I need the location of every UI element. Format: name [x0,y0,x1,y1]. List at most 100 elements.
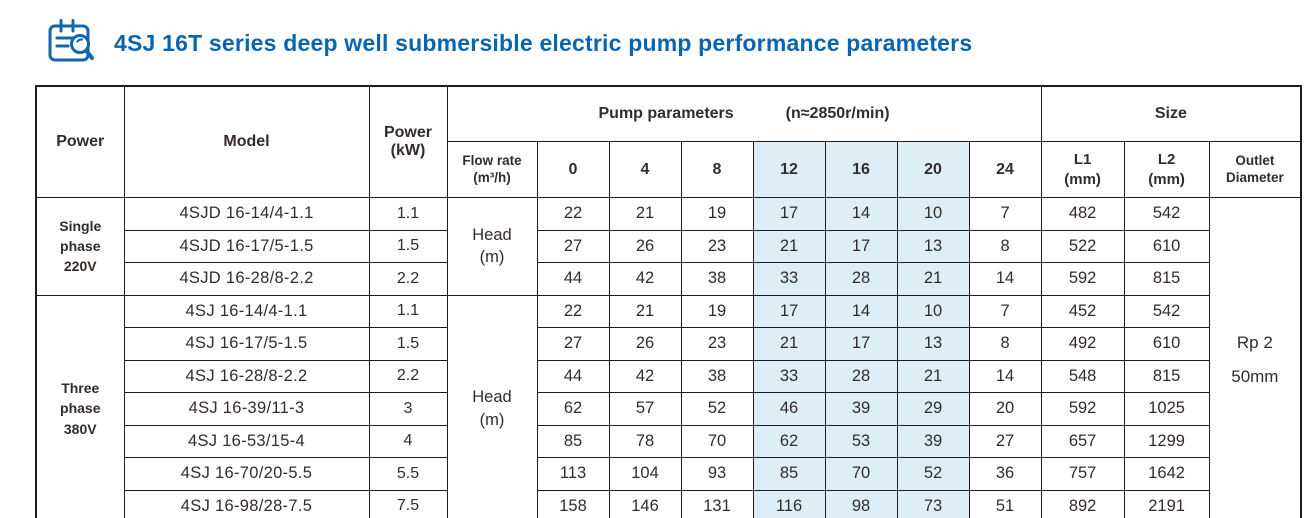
head-value-cell: 42 [608,359,682,393]
l1-cell: 657 [1040,424,1125,458]
head-value-cell: 17 [824,229,898,263]
head-value-cell: 53 [824,424,898,458]
l1-cell: 548 [1040,359,1125,393]
head-value-cell: 17 [752,197,826,231]
head-value-cell: 73 [896,489,970,518]
head-value-cell: 7 [968,197,1042,231]
table-row: 4SJD 16-28/8-2.2 2.2 44 42 38 33 28 21 14 592 815 [36,262,1301,296]
head-value-cell: 13 [896,229,970,263]
power-kw-cell: 2.2 [368,262,448,296]
head-value-cell: 38 [680,359,754,393]
head-value-cell: 78 [608,424,682,458]
head-unit-cell: Head (m) [446,294,538,518]
header-power-group: Power [35,85,125,198]
speed-note-label: (n≈2850r/min) [785,105,890,122]
model-cell: 4SJ 16-70/20-5.5 [123,457,370,491]
head-value-cell: 33 [752,359,826,393]
head-value-cell: 70 [680,424,754,458]
l1-cell: 592 [1040,392,1125,426]
head-value-cell: 70 [824,457,898,491]
head-value-cell: 8 [968,229,1042,263]
table-row: 4SJD 16-17/5-1.5 1.5 27 26 23 21 17 13 8 522 610 [36,229,1301,263]
head-value-cell: 131 [680,489,754,518]
head-value-cell: 22 [536,197,610,231]
pump-parameters-label: Pump parameters [598,105,734,122]
power-kw-cell: 1.1 [368,294,448,328]
l2-cell: 2191 [1123,489,1210,518]
head-value-cell: 19 [680,294,754,328]
header-flow-8: 8 [680,141,754,198]
header-pump-parameters: Pump parameters (n≈2850r/min) [446,85,1042,142]
head-value-cell: 85 [752,457,826,491]
model-cell: 4SJ 16-98/28-7.5 [123,489,370,518]
header-size: Size [1040,85,1302,142]
head-value-cell: 21 [752,327,826,361]
head-value-cell: 21 [608,197,682,231]
power-kw-cell: 7.5 [368,489,448,518]
head-value-cell: 17 [824,327,898,361]
head-value-cell: 10 [896,197,970,231]
l2-cell: 610 [1123,327,1210,361]
l2-cell: 815 [1123,262,1210,296]
head-value-cell: 38 [680,262,754,296]
head-value-cell: 21 [752,229,826,263]
power-kw-cell: 3 [368,392,448,426]
head-value-cell: 13 [896,327,970,361]
head-value-cell: 28 [824,359,898,393]
head-value-cell: 113 [536,457,610,491]
table-row: Single phase 220V 4SJD 16-14/4-1.1 1.1 Head… [35,197,1302,518]
clipboard-magnifier-icon [46,18,100,69]
header-flow-20: 20 [896,141,970,198]
table-row: Three phase 380V 4SJ 16-14/4-1.1 1.1 Head (… [35,294,1301,518]
head-value-cell: 44 [536,359,610,393]
header-flow-12: 12 [752,141,826,198]
head-value-cell: 20 [968,392,1042,426]
l1-cell: 892 [1040,489,1125,518]
l2-cell: 815 [1123,359,1210,393]
outlet-diameter-cell: Rp 2 50mm [1208,197,1302,518]
head-value-cell: 39 [896,424,970,458]
head-value-cell: 21 [608,294,682,328]
head-value-cell: 26 [608,229,682,263]
table-header: Power Model Power (kW) Pump parameters (… [35,85,1302,198]
head-value-cell: 52 [896,457,970,491]
head-value-cell: 116 [752,489,826,518]
table-row: 4SJ 16-39/11-3 3 62 57 52 46 39 29 20 592 1025 [36,392,1301,426]
l2-cell: 542 [1123,294,1210,328]
header-power-kw: Power (kW) [368,85,448,198]
head-value-cell: 52 [680,392,754,426]
head-value-cell: 28 [824,262,898,296]
table-row: 4SJ 16-98/28-7.5 7.5 158 146 131 116 98 73 51 892… [36,489,1301,518]
l2-cell: 1642 [1123,457,1210,491]
power-kw-cell: 1.5 [368,327,448,361]
head-value-cell: 27 [536,327,610,361]
l2-cell: 1025 [1123,392,1210,426]
head-value-cell: 27 [536,229,610,263]
l1-cell: 757 [1040,457,1125,491]
model-cell: 4SJD 16-14/4-1.1 [123,197,370,231]
l1-cell: 452 [1040,294,1125,328]
table-row: 4SJ 16-70/20-5.5 5.5 113 104 93 85 70 52 36 757 16… [36,457,1301,491]
power-kw-cell: 4 [368,424,448,458]
head-value-cell: 17 [752,294,826,328]
header-outlet-diameter: Outlet Diameter [1208,141,1302,198]
head-value-cell: 22 [536,294,610,328]
head-unit-cell: Head (m) [446,197,538,296]
head-value-cell: 98 [824,489,898,518]
head-value-cell: 104 [608,457,682,491]
title-row: 4SJ 16T series deep well submersible ele… [0,0,1308,69]
head-value-cell: 44 [536,262,610,296]
head-value-cell: 42 [608,262,682,296]
model-cell: 4SJ 16-28/8-2.2 [123,359,370,393]
head-value-cell: 62 [752,424,826,458]
head-value-cell: 33 [752,262,826,296]
header-flow-16: 16 [824,141,898,198]
head-value-cell: 62 [536,392,610,426]
head-value-cell: 93 [680,457,754,491]
power-kw-cell: 1.5 [368,229,448,263]
l1-cell: 492 [1040,327,1125,361]
power-kw-cell: 5.5 [368,457,448,491]
l2-cell: 610 [1123,229,1210,263]
table-row: 4SJ 16-28/8-2.2 2.2 44 42 38 33 28 21 14 548 815 [36,359,1301,393]
model-cell: 4SJ 16-39/11-3 [123,392,370,426]
